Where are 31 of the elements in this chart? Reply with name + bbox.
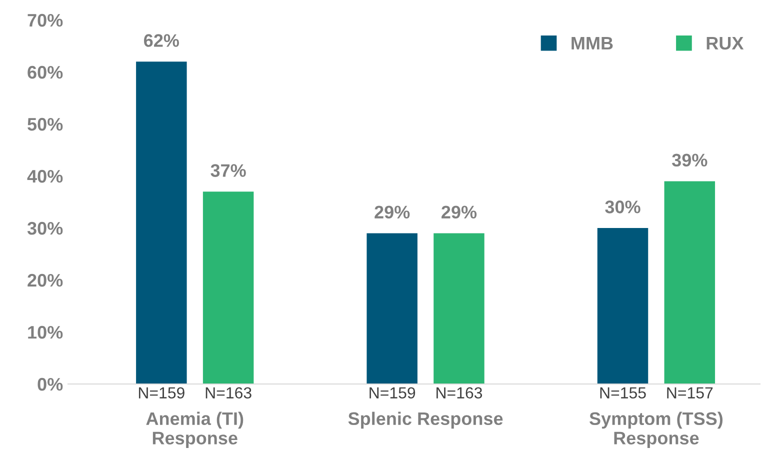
bar xyxy=(366,233,418,384)
bar xyxy=(597,228,648,384)
text: N=159 xyxy=(370,387,416,399)
bar xyxy=(664,181,716,384)
y-tick-label: 30% xyxy=(27,222,63,235)
data-label: 30% xyxy=(605,200,640,214)
y-tick-label: 40% xyxy=(27,170,63,183)
y-tick-label: 50% xyxy=(28,118,63,131)
text: N=155 xyxy=(600,387,646,399)
y-tick-label: 20% xyxy=(28,274,63,287)
y-tick-label: 0% xyxy=(38,378,63,391)
bar xyxy=(136,62,187,384)
text: N=163 xyxy=(436,387,482,399)
x-tick-label: Anemia (TI) Response xyxy=(146,412,244,448)
y-tick-label: 70% xyxy=(28,14,63,27)
data-label: 62% xyxy=(144,34,180,47)
y-tick-label: 10% xyxy=(28,326,63,339)
x-tick-label: Symptom (TSS) Response xyxy=(590,412,723,448)
bar xyxy=(434,233,484,384)
text: N=157 xyxy=(667,387,713,399)
bar xyxy=(202,192,254,384)
y-tick-label: 60% xyxy=(28,66,63,79)
data-label: 29% xyxy=(442,206,477,219)
text: N=163 xyxy=(206,387,252,399)
x-tick-label: Splenic Response xyxy=(348,412,503,429)
data-label: 37% xyxy=(210,164,246,177)
data-label: 29% xyxy=(374,206,410,219)
text: N=159 xyxy=(138,387,184,399)
legend-label: MMB xyxy=(572,37,613,50)
legend-label: RUX xyxy=(706,37,744,50)
data-label: 39% xyxy=(672,154,708,167)
